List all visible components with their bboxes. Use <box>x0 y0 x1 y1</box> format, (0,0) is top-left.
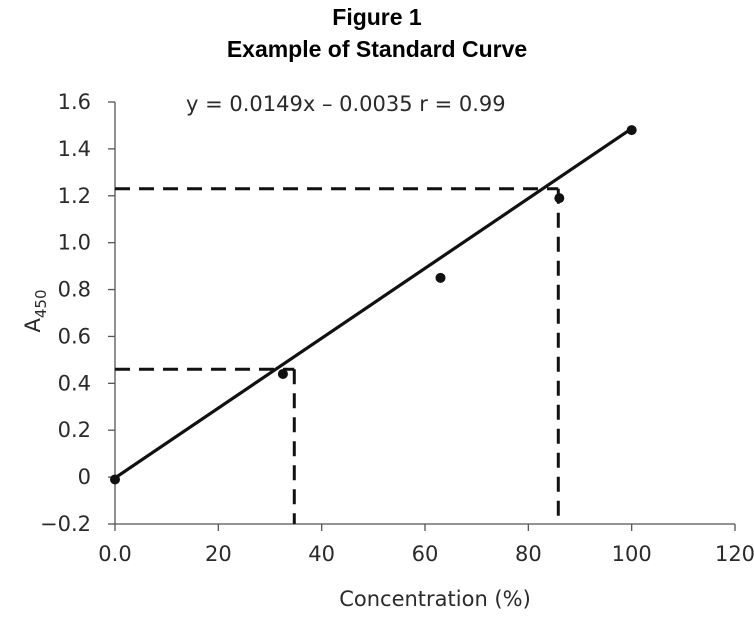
y-tick-label: 0.6 <box>58 324 91 348</box>
data-point <box>278 369 288 379</box>
y-axis-label-subscript: 450 <box>32 289 50 318</box>
x-axis-label: Concentration (%) <box>339 587 531 611</box>
y-tick-label: 1.4 <box>58 137 91 161</box>
reference-lines <box>115 189 558 524</box>
x-tick-label: 100 <box>612 542 652 566</box>
y-tick-label: 0 <box>78 465 91 489</box>
x-tick-label: 0.0 <box>98 542 131 566</box>
fit-line-group <box>115 129 632 478</box>
x-tick-label: 40 <box>308 542 335 566</box>
data-point <box>627 125 637 135</box>
x-tick-label: 20 <box>205 542 232 566</box>
fit-line <box>115 129 632 478</box>
data-point <box>436 273 446 283</box>
y-tick-label: 1.2 <box>58 184 91 208</box>
data-point <box>554 193 564 203</box>
y-tick-label: 0.4 <box>58 371 91 395</box>
x-tick-label: 60 <box>412 542 439 566</box>
axes: 0.0 20 40 60 80 100 120 −0.2 0 0.2 0.4 0.6 0.8 1.0 1.2… <box>40 90 754 566</box>
x-tick-label: 120 <box>715 542 754 566</box>
y-tick-label: 1.6 <box>58 90 91 114</box>
y-tick-label: 0.8 <box>58 278 91 302</box>
y-tick-label: 0.2 <box>58 418 91 442</box>
y-tick-label: 1.0 <box>58 231 91 255</box>
y-axis-label: A450 <box>21 289 50 332</box>
y-axis-label-main: A <box>21 318 45 333</box>
x-tick-label: 80 <box>515 542 542 566</box>
y-tick-label: −0.2 <box>40 512 91 536</box>
equation-annotation: y = 0.0149x – 0.0035 r = 0.99 <box>186 92 506 116</box>
data-point <box>110 474 120 484</box>
